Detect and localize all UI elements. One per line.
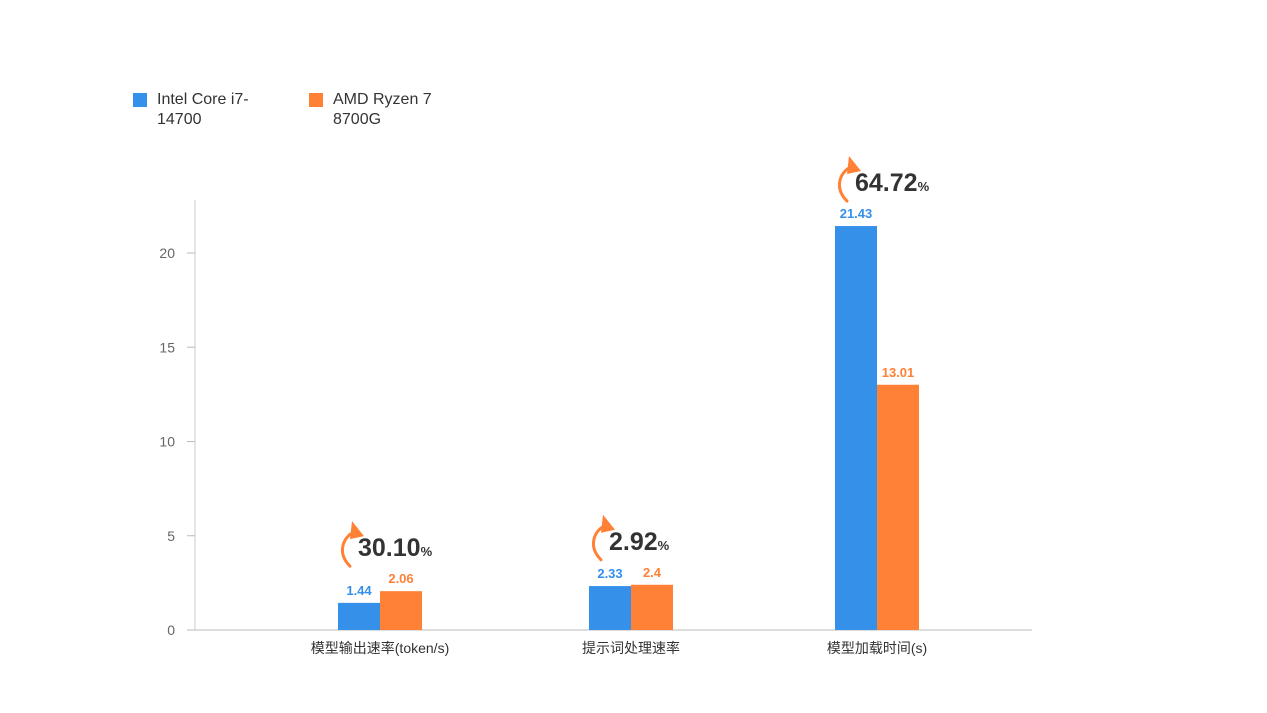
legend-item-amd[interactable]: AMD Ryzen 7 8700G	[309, 90, 443, 130]
bar-amd	[631, 584, 673, 630]
bar-amd	[877, 384, 919, 630]
y-tick-label: 10	[159, 434, 175, 450]
data-label-intel: 21.43	[840, 206, 873, 221]
legend-label-amd: AMD Ryzen 7 8700G	[333, 91, 432, 128]
y-tick-label: 5	[167, 528, 175, 544]
y-tick-label: 0	[167, 622, 175, 638]
bar-intel	[338, 602, 380, 630]
increase-percentage: 2.92%	[609, 528, 670, 556]
data-label-intel: 1.44	[346, 583, 372, 598]
increase-percentage: 64.72%	[855, 169, 930, 197]
increase-arrowhead-icon	[350, 521, 364, 540]
legend-swatch-intel	[133, 93, 147, 107]
bar-amd	[380, 591, 422, 630]
x-category-label: 模型输出速率(token/s)	[311, 640, 449, 656]
legend-swatch-amd	[309, 93, 323, 107]
legend-label-intel: Intel Core i7-14700	[157, 91, 249, 128]
y-tick-label: 15	[159, 339, 175, 355]
bar-intel	[589, 586, 631, 630]
percent-unit: %	[658, 538, 670, 553]
percent-unit: %	[918, 179, 930, 194]
data-label-amd: 2.4	[643, 565, 662, 580]
data-label-intel: 2.33	[597, 566, 622, 581]
increase-arrowhead-icon	[847, 156, 861, 175]
data-label-amd: 2.06	[388, 571, 413, 586]
bar-intel	[835, 226, 877, 630]
data-label-amd: 13.01	[882, 365, 915, 380]
y-tick-label: 20	[159, 245, 175, 261]
legend-item-intel[interactable]: Intel Core i7-14700	[133, 90, 267, 130]
increase-percentage: 30.10%	[358, 534, 433, 562]
legend: Intel Core i7-14700 AMD Ryzen 7 8700G	[133, 90, 443, 130]
percent-unit: %	[421, 544, 433, 559]
x-category-label: 提示词处理速率	[582, 640, 680, 656]
x-category-label: 模型加载时间(s)	[827, 640, 927, 656]
increase-arrowhead-icon	[601, 514, 615, 533]
